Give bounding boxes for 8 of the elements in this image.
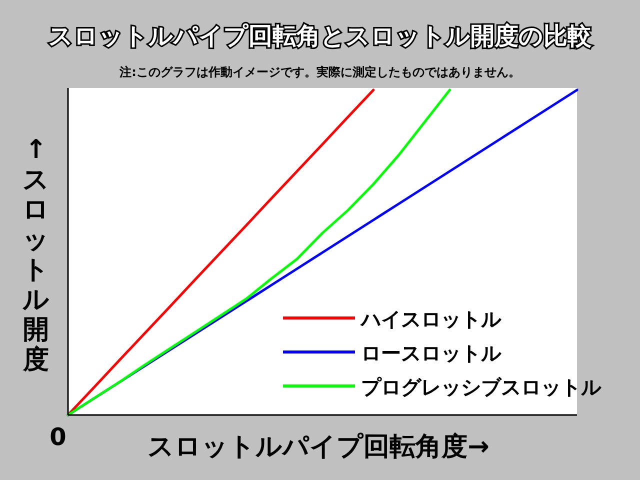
legend-label: プログレッシブスロットル (361, 375, 602, 399)
text: 0 (50, 423, 66, 451)
chart-subtitle: 注:このグラフは作動イメージです。実際に測定したものではありません。 (118, 65, 520, 79)
y-axis-title: ↑スロットル開度 (22, 135, 50, 375)
legend-label: ロースロットル (361, 341, 502, 365)
legend-label: ハイスロットル (359, 307, 502, 331)
x-axis-title: スロットルパイプ回転角度→ (148, 432, 490, 462)
chart-title: スロットルパイプ回転角とスロットル開度の比較 (48, 22, 592, 50)
